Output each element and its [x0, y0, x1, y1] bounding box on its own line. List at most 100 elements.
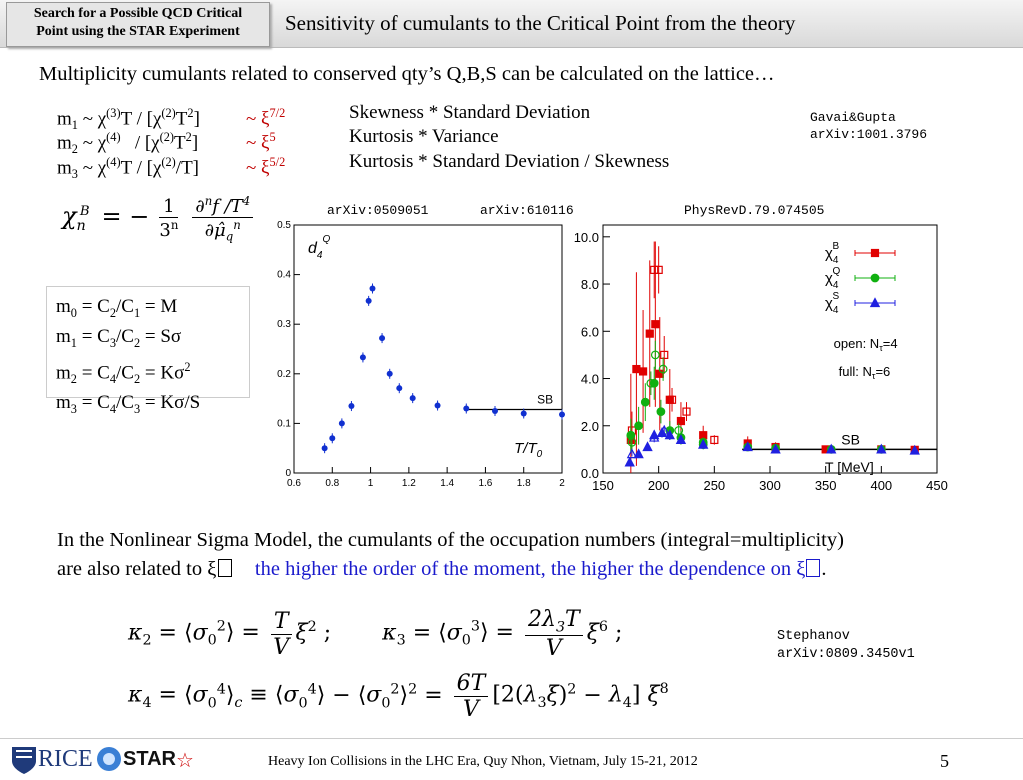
y-tick-label: 0.2: [277, 369, 291, 380]
moment-row: m1 ~ χ(3)T / [χ(2)T2]: [57, 106, 200, 133]
x-tick-label: 2: [559, 478, 565, 489]
data-point: [640, 397, 650, 407]
x-tick-label: 1.6: [478, 478, 492, 489]
data-point: [664, 429, 675, 440]
chart-d4q: 0.6 0.8 1 1.2 1.4 1.6 1.8 2 0 0.1 0.2 0.3 0.4 0.5 SB d4…: [277, 220, 565, 489]
rice-logo: RICE: [38, 746, 93, 772]
data-point: [870, 273, 880, 283]
data-point: [674, 426, 684, 435]
moment-symbol: m: [57, 157, 72, 179]
data-point: [676, 416, 686, 426]
x-tick-label: 300: [759, 478, 781, 493]
star-logo: STAR: [123, 748, 176, 770]
x-tick-label: 1.2: [402, 478, 416, 489]
data-point: [659, 424, 670, 435]
moment-row: m2 ~ χ(4) / [χ(2)T2]: [57, 130, 199, 157]
xi-scaling: ~ ξ5: [246, 130, 276, 154]
x-tick-label: 400: [870, 478, 892, 493]
header-box-line2: Point using the STAR Experiment: [36, 24, 240, 39]
data-point: [876, 443, 887, 454]
x-tick-label: 1.8: [517, 478, 531, 489]
star-icon: ☆: [176, 750, 194, 772]
data-point: [645, 329, 654, 338]
sb-label: SB: [841, 431, 860, 447]
data-point: [656, 407, 666, 416]
x-tick-label: 0.6: [287, 478, 301, 489]
chart-chi4: 150 200 250 300 350 400 450 0.0 2.0 4.0 6.0 8.0 10.0…: [574, 224, 948, 493]
moment-description: Kurtosis * Variance: [349, 126, 499, 147]
paragraph-line2-highlight: the higher the order of the moment, the …: [254, 558, 806, 580]
rice-shield-icon: [10, 745, 40, 775]
data-point: [650, 265, 659, 274]
paragraph-line2: are also related to ξ the higher the ord…: [57, 558, 827, 581]
data-point: [654, 265, 663, 274]
data-point: [627, 437, 637, 447]
data-point: [650, 350, 660, 360]
y-tick-label: 0.3: [277, 319, 291, 330]
chart-ref-1: arXiv:0509051: [327, 203, 429, 218]
page-title: Sensitivity of cumulants to the Critical…: [285, 11, 796, 35]
series-B: [626, 241, 919, 473]
data-point: [710, 435, 719, 445]
data-point: [658, 364, 668, 374]
xi-scaling: ~ ξ7/2: [246, 106, 286, 130]
annotation-open: open: Nτ=4: [834, 336, 898, 353]
x-tick-label: 250: [703, 478, 725, 493]
data-point: [646, 378, 656, 388]
sb-label: SB: [537, 393, 553, 407]
data-point: [675, 434, 687, 445]
y-tick-label: 2.0: [581, 419, 599, 434]
xi-scaling: ~ ξ5/2: [246, 155, 286, 179]
data-point: [642, 441, 653, 452]
footer-divider: [0, 738, 1023, 739]
star-burst-icon: [94, 744, 124, 774]
header-box-line1: Search for a Possible QCD Critical: [33, 6, 243, 21]
ref-gavai-authors: Gavai&Gupta: [810, 110, 896, 125]
series-S: [624, 424, 920, 467]
paragraph-line1: In the Nonlinear Sigma Model, the cumula…: [57, 529, 844, 551]
ref-gavai-arxiv: arXiv:1001.3796: [810, 127, 928, 142]
annotation-full: full: Nτ=6: [839, 364, 891, 381]
header-box: Search for a Possible QCD Critical Point…: [6, 2, 270, 47]
chart-ref-3: PhysRevD.79.074505: [684, 203, 825, 218]
data-point: [870, 248, 880, 258]
paragraph-line2-a: are also related to ξ: [57, 558, 217, 580]
y-tick-label: 8.0: [581, 277, 599, 292]
kappa-formula-line2: κ4 = ⟨σ04⟩c ≡ ⟨σ04⟩ − ⟨σ02⟩2 = 6T V [2(λ3ξ…: [128, 671, 669, 722]
chart-ref-2: arXiv:610116: [480, 203, 574, 218]
y-tick-label: 0.1: [277, 418, 291, 429]
data-point: [626, 430, 636, 440]
y-tick-label: 0.4: [277, 270, 291, 281]
data-point: [698, 438, 709, 449]
data-point: [626, 448, 638, 459]
legend-label: χ4S: [825, 291, 839, 316]
moment-row: m3 ~ χ(4)T / [χ(2)/T]: [57, 155, 200, 182]
data-point: [826, 443, 837, 454]
data-point: [770, 443, 781, 454]
data-point: [649, 431, 660, 442]
y-tick-label: 10.0: [574, 230, 599, 245]
data-point: [660, 350, 669, 360]
page-number: 5: [940, 751, 949, 771]
y-tick-label: 0: [285, 468, 291, 479]
y-tick-label: 4.0: [581, 372, 599, 387]
x-axis-label: T/T0: [514, 440, 543, 460]
intro-text: Multiplicity cumulants related to conser…: [39, 63, 775, 85]
chi-formula: χnB = − 1 3n ∂nf /T4 ∂μ̂qn: [62, 194, 257, 244]
data-point: [632, 364, 641, 374]
moment-definition: m0 = C2/C1 = M: [56, 296, 178, 320]
data-point: [869, 297, 881, 308]
moment-definitions-box: m0 = C2/C1 = M m1 = C3/C2 = Sσ m2 = C4/C2 …: [46, 286, 250, 416]
moment-definition: m1 = C3/C2 = Sσ: [56, 325, 182, 350]
missing-glyph-icon: [806, 559, 821, 577]
chart-label: d4Q: [308, 234, 330, 261]
x-tick-label: 0.8: [325, 478, 339, 489]
legend-label: χ4Q: [825, 266, 840, 291]
x-tick-label: 150: [592, 478, 614, 493]
moment-definition: m3 = C4/C3 = Kσ/S: [56, 391, 201, 416]
y-tick-label: 0.0: [581, 466, 599, 481]
missing-glyph-icon: [218, 559, 233, 577]
moment-definition: m2 = C4/C2 = Kσ2: [56, 359, 191, 386]
data-point: [667, 395, 677, 404]
